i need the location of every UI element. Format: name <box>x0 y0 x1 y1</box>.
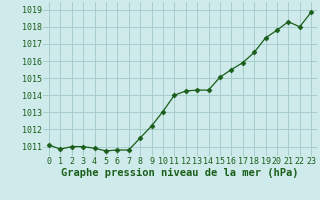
X-axis label: Graphe pression niveau de la mer (hPa): Graphe pression niveau de la mer (hPa) <box>61 168 299 178</box>
